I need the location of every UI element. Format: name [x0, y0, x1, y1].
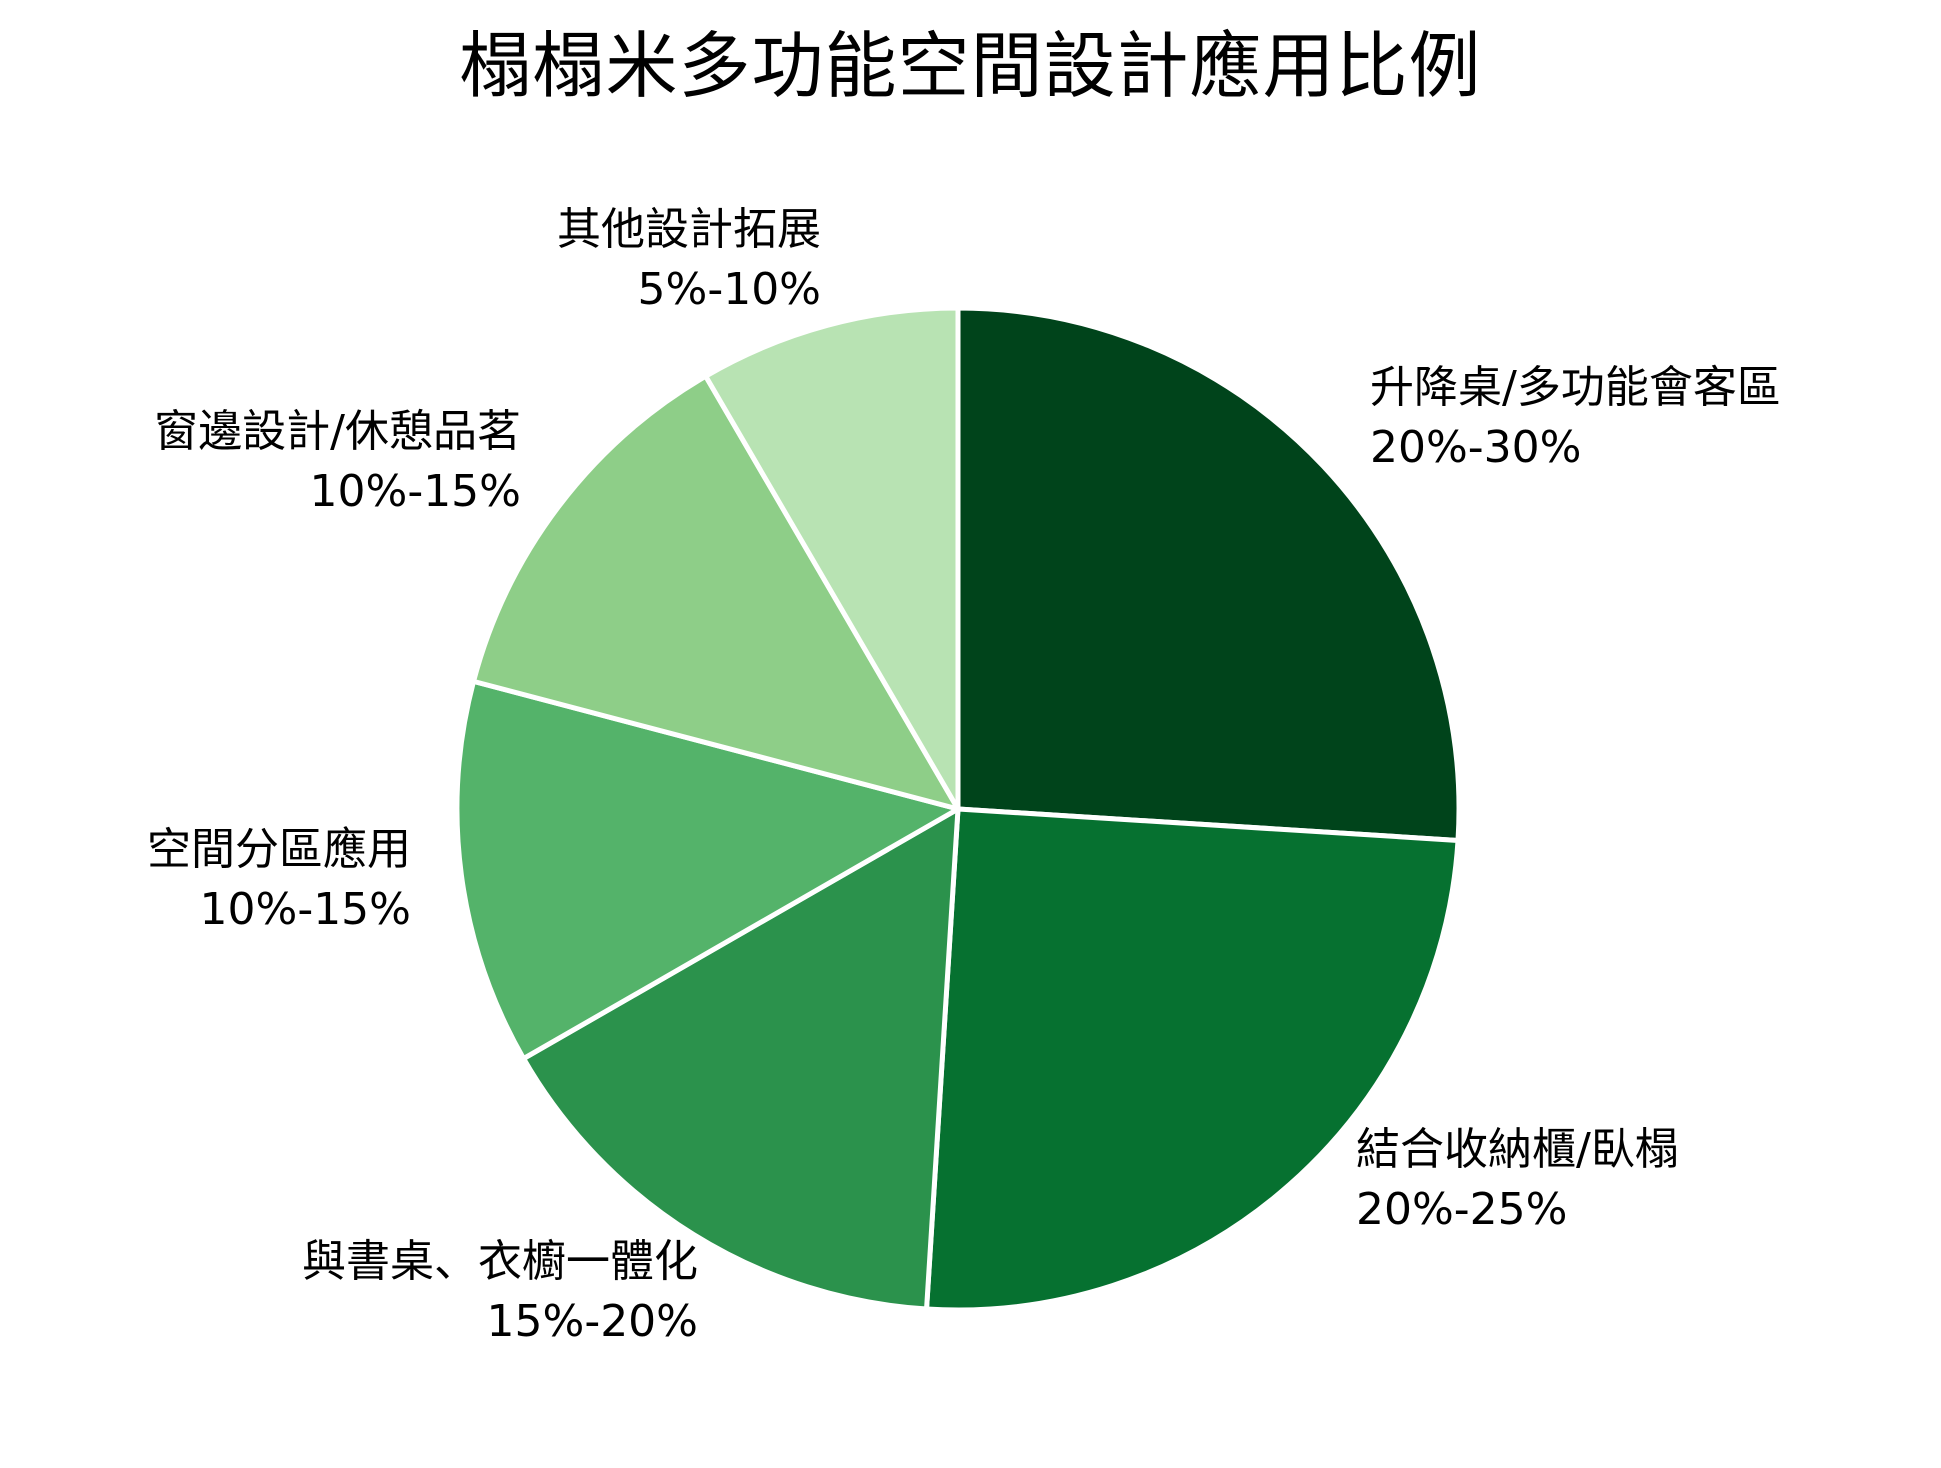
slice-label-name: 升降桌/多功能會客區 — [1370, 362, 1781, 413]
pie-slice — [454, 678, 961, 1062]
slice-label-other: 其他設計拓展 5%-10% — [557, 200, 821, 320]
slice-label-name: 結合收納櫃/臥榻 — [1356, 1124, 1679, 1175]
slice-label-desk-wardrobe: 與書桌、衣櫥一體化 15%-20% — [302, 1232, 698, 1352]
slice-label-name: 其他設計拓展 — [557, 204, 821, 255]
slice-label-space-zoning: 空間分區應用 10%-15% — [147, 820, 411, 940]
pie-slice — [521, 806, 961, 1312]
pie-slices — [454, 305, 1462, 1313]
slice-label-window-tea: 窗邊設計/休憩品茗 10%-15% — [154, 402, 521, 522]
slice-label-range: 20%-25% — [1356, 1184, 1568, 1235]
pie-slice — [955, 305, 1462, 843]
slice-label-range: 10%-15% — [309, 466, 521, 517]
pie-slice — [471, 373, 961, 812]
slice-label-name: 窗邊設計/休憩品茗 — [154, 406, 521, 457]
slice-label-range: 20%-30% — [1370, 422, 1582, 473]
slice-label-standing-desk: 升降桌/多功能會客區 20%-30% — [1370, 358, 1781, 478]
slice-label-storage-bed: 結合收納櫃/臥榻 20%-25% — [1356, 1120, 1679, 1240]
slice-label-range: 5%-10% — [637, 264, 821, 315]
chart-title: 榻榻米多功能空間設計應用比例 — [459, 24, 1482, 108]
slice-label-range: 15%-20% — [486, 1296, 698, 1347]
slice-label-name: 與書桌、衣櫥一體化 — [302, 1236, 698, 1287]
slice-label-name: 空間分區應用 — [147, 824, 411, 875]
slice-label-range: 10%-15% — [199, 884, 411, 935]
pie-slice — [924, 806, 1461, 1313]
pie-slice — [703, 305, 961, 812]
